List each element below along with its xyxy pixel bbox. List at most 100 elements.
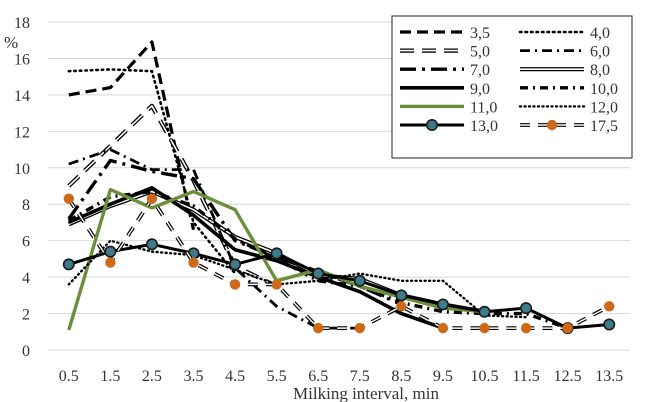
data-point <box>520 322 532 334</box>
legend-item-7,0: 7,0 <box>400 62 490 79</box>
data-point <box>479 322 490 334</box>
legend-label: 9,0 <box>470 81 490 98</box>
data-point <box>229 279 241 290</box>
legend-label: 5,0 <box>470 44 490 61</box>
legend-item-11,0: 11,0 <box>400 99 497 116</box>
legend-label: 6,0 <box>590 44 610 61</box>
x-tick-label: 8.5 <box>391 368 411 385</box>
data-point <box>188 257 199 268</box>
series-10,0 <box>67 189 569 330</box>
legend-label: 3,5 <box>470 25 490 42</box>
x-axis-tick-labels: 0.5 1.5 2.5 3.5 4.5 5.5 6.5 7.5 8.5 9.5 10.5 11.5 12… <box>59 368 623 385</box>
y-tick-label: 12 <box>14 124 30 141</box>
x-tick-label: 5.5 <box>267 368 287 385</box>
y-tick-label: 4 <box>22 270 30 287</box>
data-point <box>145 238 158 251</box>
data-point <box>62 258 75 271</box>
series-5,0 <box>67 103 278 289</box>
data-point <box>436 298 449 311</box>
data-point <box>271 279 282 290</box>
data-point <box>478 305 491 318</box>
legend-item-8,0: 8,0 <box>520 62 610 79</box>
x-tick-label: 6.5 <box>308 368 328 385</box>
data-point <box>395 289 408 302</box>
legend-item-10,0: 10,0 <box>520 81 618 98</box>
y-axis-tick-labels: 0 2 4 6 8 10 12 14 16 18 <box>14 15 30 360</box>
y-tick-label: 8 <box>22 197 30 214</box>
legend: 3,5 4,0 5,0 6,0 7,0 8,0 9,0 10,0 11,0 12,0 13,0 17,… <box>391 15 633 159</box>
x-tick-label: 12.5 <box>554 368 582 385</box>
data-point <box>104 245 117 258</box>
series-line <box>68 186 444 330</box>
legend-label: 17,5 <box>590 118 618 135</box>
series-line <box>68 148 360 330</box>
series-13,0 <box>62 238 616 335</box>
data-point <box>562 322 573 334</box>
legend-item-4,0: 4,0 <box>518 25 610 42</box>
series-line-inner <box>68 198 610 329</box>
y-tick-label: 10 <box>14 161 30 178</box>
data-point <box>604 301 615 312</box>
legend-item-6,0: 6,0 <box>520 44 610 61</box>
series-12,0 <box>67 239 528 319</box>
y-tick-label: 0 <box>22 343 30 360</box>
series-line <box>67 68 237 275</box>
legend-item-13,0: 13,0 <box>400 118 498 135</box>
y-tick-label: 18 <box>14 15 30 32</box>
x-tick-label: 10.5 <box>471 368 499 385</box>
y-tick-label: 6 <box>22 234 30 251</box>
series-9,0 <box>68 186 444 330</box>
y-tick-label: 16 <box>14 51 30 68</box>
series-line <box>68 40 196 231</box>
series-17,5 <box>63 193 615 334</box>
legend-label: 13,0 <box>470 118 498 135</box>
data-point <box>63 193 74 204</box>
legend-label: 4,0 <box>590 25 610 42</box>
data-point <box>312 267 325 280</box>
data-point <box>396 301 407 312</box>
legend-label: 8,0 <box>590 62 610 79</box>
x-tick-label: 1.5 <box>100 368 120 385</box>
series-lines <box>62 40 616 335</box>
legend-marker <box>425 119 438 132</box>
data-point <box>437 322 449 334</box>
data-point <box>354 322 365 334</box>
data-point <box>229 258 242 271</box>
legend-item-12,0: 12,0 <box>518 99 618 116</box>
x-tick-label: 7.5 <box>350 368 370 385</box>
data-point <box>603 318 616 331</box>
series-4,0 <box>67 68 237 275</box>
series-line <box>67 239 528 319</box>
x-tick-label: 0.5 <box>59 368 79 385</box>
x-tick-label: 2.5 <box>142 368 162 385</box>
x-axis-label: Milking interval, min <box>293 384 439 402</box>
data-point <box>270 247 283 260</box>
legend-marker <box>546 119 558 131</box>
series-line <box>68 242 610 330</box>
series-3,5 <box>68 40 196 231</box>
x-tick-label: 11.5 <box>512 368 539 385</box>
legend-item-3,5: 3,5 <box>400 25 490 42</box>
x-tick-label: 4.5 <box>225 368 245 385</box>
x-tick-label: 13.5 <box>595 368 623 385</box>
x-tick-label: 3.5 <box>184 368 204 385</box>
y-tick-label: 2 <box>22 307 30 324</box>
data-point <box>520 302 533 315</box>
legend-item-5,0: 5,0 <box>400 44 490 61</box>
data-point <box>146 193 158 204</box>
y-axis-label: % <box>4 33 18 52</box>
legend-label: 11,0 <box>470 99 497 116</box>
x-tick-label: 9.5 <box>433 368 453 385</box>
legend-items: 3,5 4,0 5,0 6,0 7,0 8,0 9,0 10,0 11,0 12,0 13,0 17,… <box>400 25 618 135</box>
series-line <box>67 189 569 330</box>
series-6,0 <box>68 148 360 330</box>
legend-item-9,0: 9,0 <box>400 81 490 98</box>
legend-label: 7,0 <box>470 62 490 79</box>
data-point <box>353 274 366 287</box>
legend-item-17,5: 17,5 <box>520 118 618 135</box>
legend-label: 12,0 <box>590 99 618 116</box>
data-point <box>313 322 324 334</box>
series-line-inner <box>68 105 277 287</box>
legend-label: 10,0 <box>590 81 618 98</box>
